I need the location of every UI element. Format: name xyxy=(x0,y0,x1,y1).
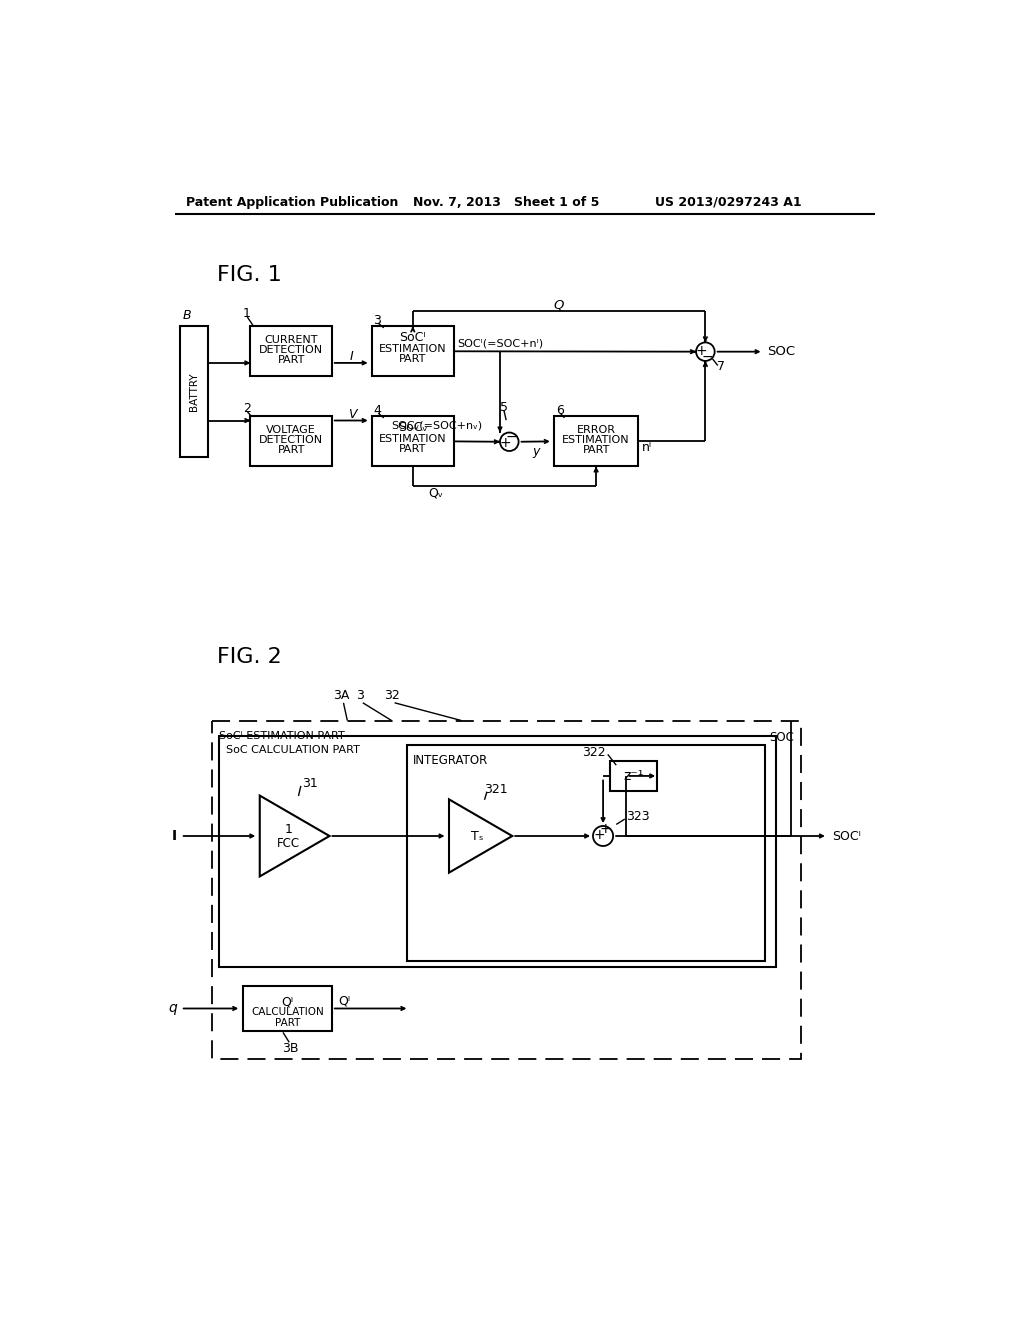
Text: +: + xyxy=(500,437,511,450)
Text: +: + xyxy=(593,828,605,842)
Text: CALCULATION: CALCULATION xyxy=(251,1007,324,1016)
Text: Qᴵ: Qᴵ xyxy=(282,995,293,1008)
Bar xyxy=(554,416,638,466)
Text: Q: Q xyxy=(554,298,564,312)
Text: US 2013/0297243 A1: US 2013/0297243 A1 xyxy=(655,195,802,209)
Text: 2: 2 xyxy=(243,403,251,416)
Text: ESTIMATION: ESTIMATION xyxy=(562,436,630,445)
Text: SOCᴵ(=SOC+nᴵ): SOCᴵ(=SOC+nᴵ) xyxy=(458,339,544,348)
Text: 4: 4 xyxy=(373,404,381,417)
Text: 3A: 3A xyxy=(333,689,349,702)
Text: 1: 1 xyxy=(285,822,293,836)
Text: VOLTAGE: VOLTAGE xyxy=(266,425,316,436)
Text: 323: 323 xyxy=(627,810,650,824)
Text: I: I xyxy=(350,350,354,363)
Text: nᴵ: nᴵ xyxy=(642,441,652,454)
Bar xyxy=(219,737,776,966)
Text: z⁻¹: z⁻¹ xyxy=(624,770,643,783)
Text: 322: 322 xyxy=(583,746,606,759)
Text: ERROR: ERROR xyxy=(577,425,615,436)
Text: PART: PART xyxy=(278,355,305,366)
Text: Qᵥ: Qᵥ xyxy=(428,487,443,500)
Text: 6: 6 xyxy=(556,404,563,417)
Polygon shape xyxy=(449,800,512,873)
Text: CURRENT: CURRENT xyxy=(264,335,317,345)
Text: +: + xyxy=(600,822,611,836)
Text: SOC: SOC xyxy=(770,730,795,743)
Text: FIG. 2: FIG. 2 xyxy=(217,647,282,668)
Text: 1: 1 xyxy=(243,308,251,321)
Text: SoCᵥ: SoCᵥ xyxy=(398,421,428,434)
Text: 32: 32 xyxy=(384,689,399,702)
Text: SOC: SOC xyxy=(767,345,796,358)
Text: B: B xyxy=(183,309,191,322)
Polygon shape xyxy=(260,796,330,876)
Text: 5: 5 xyxy=(500,400,508,413)
Text: INTEGRATOR: INTEGRATOR xyxy=(414,755,488,767)
Bar xyxy=(407,744,765,961)
Text: Patent Application Publication: Patent Application Publication xyxy=(186,195,398,209)
Text: ESTIMATION: ESTIMATION xyxy=(379,343,446,354)
Bar xyxy=(610,762,656,791)
Text: SOCᵥ(=SOC+nᵥ): SOCᵥ(=SOC+nᵥ) xyxy=(391,421,482,430)
Bar xyxy=(212,721,801,1059)
Text: DETECTION: DETECTION xyxy=(259,436,324,445)
Text: +: + xyxy=(695,345,708,358)
Text: FCC: FCC xyxy=(276,837,300,850)
Text: PART: PART xyxy=(278,445,305,455)
Text: Tₛ: Tₛ xyxy=(471,829,483,842)
Bar xyxy=(372,416,454,466)
Text: 321: 321 xyxy=(484,783,508,796)
Bar xyxy=(180,326,208,457)
Text: I: I xyxy=(172,829,177,843)
Text: −: − xyxy=(506,429,517,444)
Text: PART: PART xyxy=(583,445,609,455)
Text: SoCᴵ: SoCᴵ xyxy=(399,331,426,345)
Text: q: q xyxy=(168,1002,177,1015)
Text: SoC CALCULATION PART: SoC CALCULATION PART xyxy=(225,744,359,755)
Text: SOCᴵ: SOCᴵ xyxy=(831,829,860,842)
Text: 3B: 3B xyxy=(283,1043,299,1056)
Text: Qᴵ: Qᴵ xyxy=(338,994,350,1007)
Text: BATTRY: BATTRY xyxy=(188,372,199,411)
Text: PART: PART xyxy=(399,354,427,363)
Text: V: V xyxy=(348,408,356,421)
Bar xyxy=(372,326,454,376)
Text: FIG. 1: FIG. 1 xyxy=(217,264,282,285)
Text: −: − xyxy=(701,350,714,364)
Text: Nov. 7, 2013   Sheet 1 of 5: Nov. 7, 2013 Sheet 1 of 5 xyxy=(414,195,600,209)
Text: SoCᴵ ESTIMATION PART: SoCᴵ ESTIMATION PART xyxy=(219,730,345,741)
Text: PART: PART xyxy=(274,1018,300,1028)
Text: 3: 3 xyxy=(356,689,365,702)
Bar xyxy=(251,416,332,466)
Text: ESTIMATION: ESTIMATION xyxy=(379,434,446,444)
Text: 31: 31 xyxy=(302,777,318,791)
Text: PART: PART xyxy=(399,444,427,454)
Text: 7: 7 xyxy=(717,360,725,372)
Text: 3: 3 xyxy=(373,314,381,326)
Text: DETECTION: DETECTION xyxy=(259,345,324,355)
Bar xyxy=(243,986,332,1031)
Text: y: y xyxy=(532,445,540,458)
Bar xyxy=(251,326,332,376)
